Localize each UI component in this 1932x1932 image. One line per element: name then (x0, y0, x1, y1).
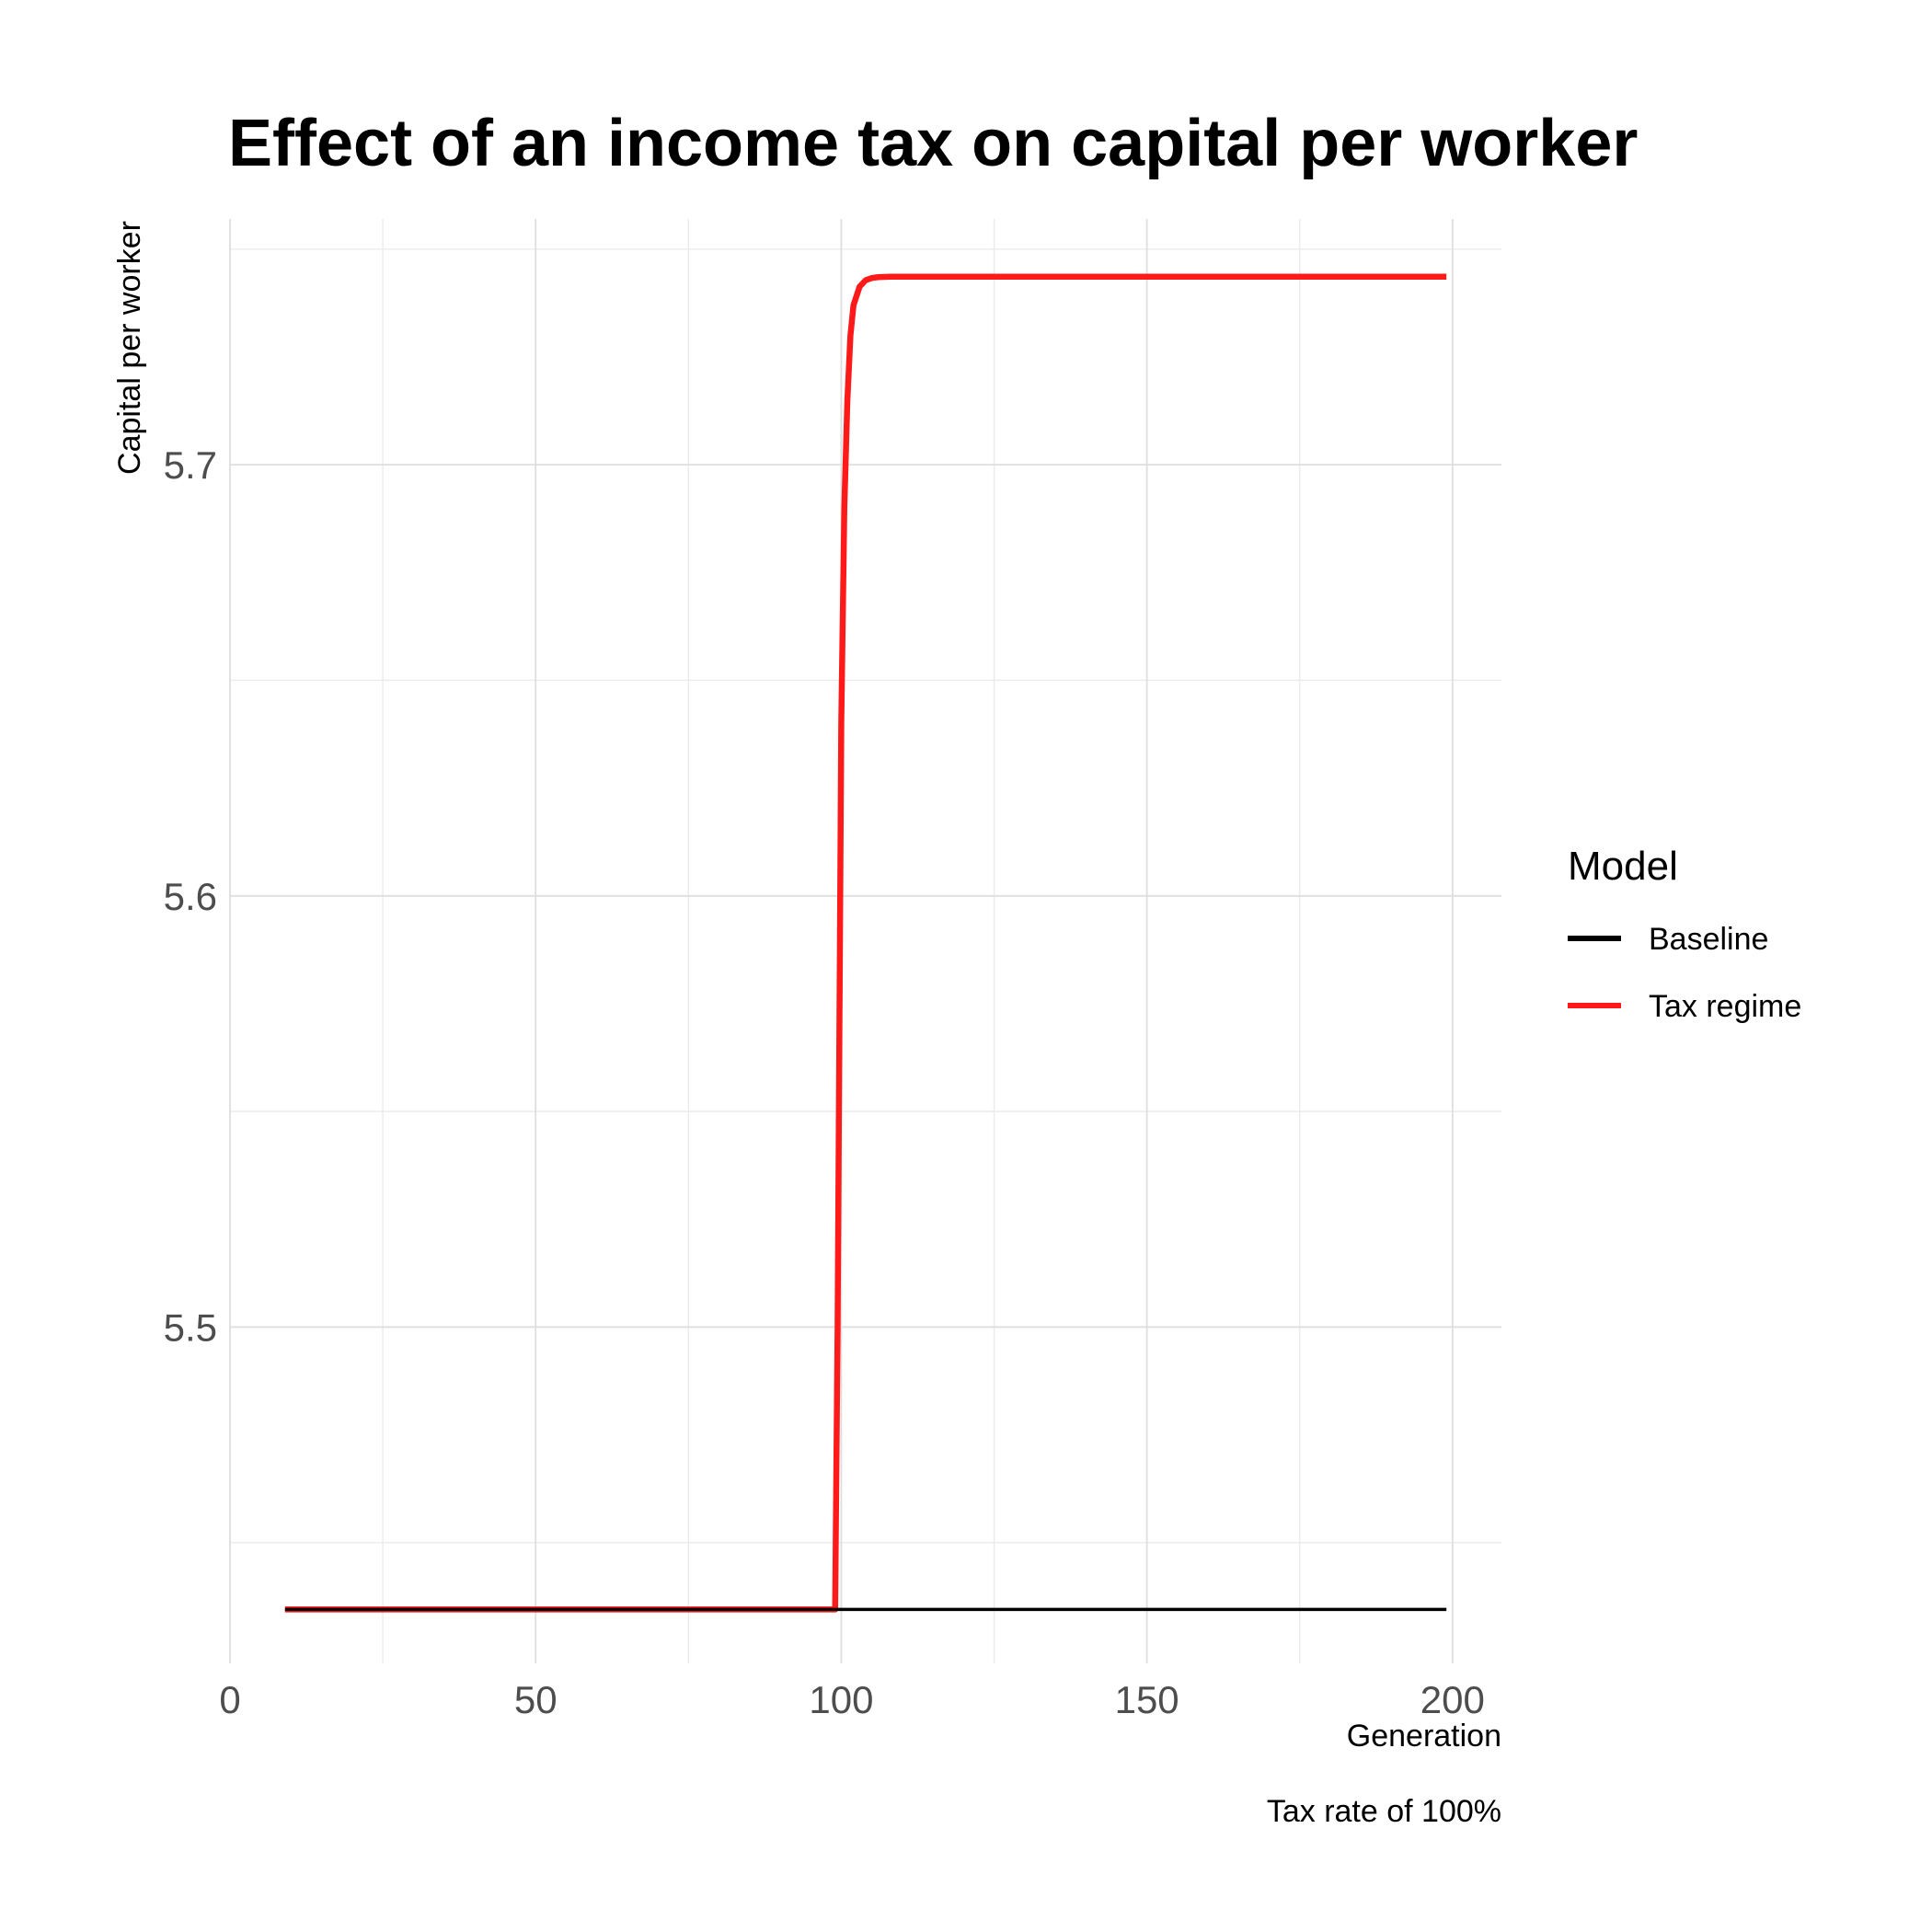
legend: Model Baseline Tax regime (1568, 844, 1801, 1024)
y-tick-label-2: 5.7 (164, 443, 217, 487)
chart-caption: Tax rate of 100% (1267, 1794, 1501, 1829)
y-axis-ticks: 5.5 5.6 5.7 (164, 443, 217, 1349)
legend-label-1: Tax regime (1649, 989, 1801, 1024)
x-tick-label-2: 100 (809, 1678, 873, 1721)
series-lines (284, 273, 1447, 1613)
chart-title: Effect of an income tax on capital per w… (228, 107, 1638, 180)
minor-gridlines (230, 219, 1501, 1663)
major-gridlines (229, 219, 1501, 1663)
x-tick-label-4: 200 (1420, 1678, 1485, 1721)
x-axis-label: Generation (1347, 1719, 1501, 1754)
y-axis-label: Capital per worker (112, 221, 147, 475)
y-tick-label-1: 5.6 (164, 875, 217, 918)
legend-label-0: Baseline (1649, 922, 1768, 957)
legend-items: Baseline Tax regime (1568, 922, 1801, 1024)
x-tick-label-0: 0 (219, 1678, 240, 1721)
x-tick-label-3: 150 (1115, 1678, 1179, 1721)
y-tick-label-0: 5.5 (164, 1305, 217, 1349)
series-line-tax-regime (284, 273, 1447, 1613)
legend-title: Model (1568, 844, 1678, 889)
x-tick-label-1: 50 (514, 1678, 558, 1721)
x-axis-ticks: 0 50 100 150 200 (219, 1678, 1485, 1721)
